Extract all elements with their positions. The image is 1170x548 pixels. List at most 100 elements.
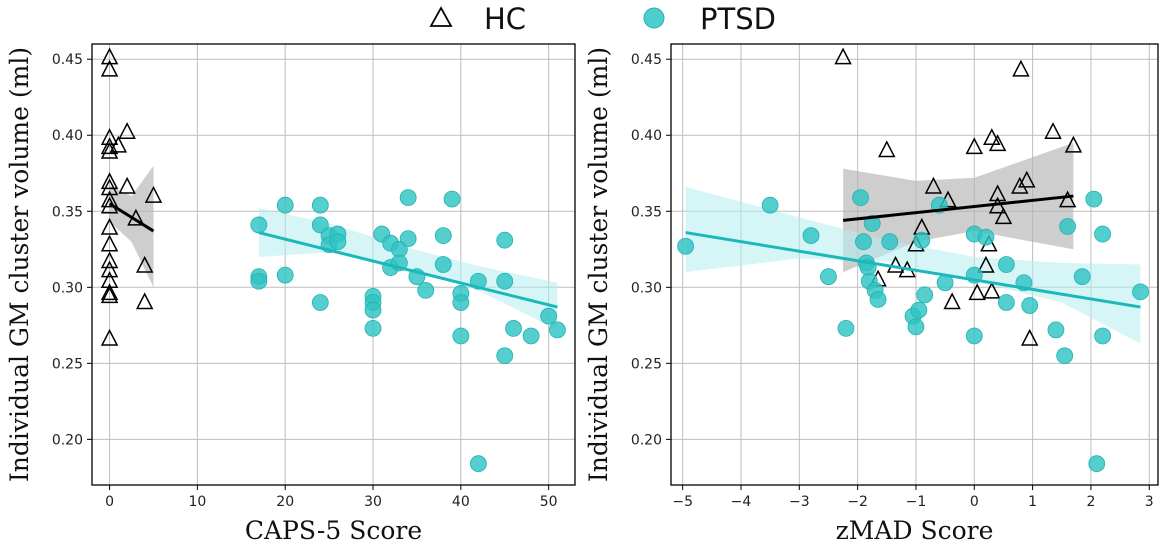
y-tick-label: 0.45	[52, 52, 83, 68]
ptsd-data-point	[250, 272, 268, 290]
right-fit-lines	[685, 194, 1141, 309]
y-tick-label: 0.40	[631, 128, 662, 144]
ptsd-data-point	[1056, 347, 1074, 365]
ptsd-regression-line	[258, 231, 558, 309]
ptsd-data-point	[916, 286, 934, 304]
ptsd-data-point	[997, 256, 1015, 273]
ptsd-data-point	[910, 301, 928, 319]
hc-data-point	[1064, 135, 1083, 153]
hc-data-point	[100, 328, 119, 346]
hc-data-point	[834, 47, 852, 65]
hc-data-point	[118, 176, 136, 194]
hc-data-point	[977, 255, 995, 273]
hc-confidence-band	[109, 165, 154, 288]
ptsd-data-point	[364, 319, 382, 337]
x-tick-label: 3	[1145, 494, 1154, 510]
hc-data-point	[100, 141, 119, 159]
right-x-axis-label: zMAD Score	[836, 516, 994, 545]
ptsd-data-point	[1085, 190, 1103, 208]
ptsd-data-point	[852, 189, 869, 206]
hc-data-point	[118, 122, 136, 139]
hc-data-point	[100, 190, 119, 208]
ptsd-data-point	[997, 294, 1015, 311]
ptsd-data-point	[496, 272, 514, 290]
x-tick-label: −3	[789, 494, 810, 510]
ptsd-data-point	[863, 215, 881, 232]
y-tick-label: 0.20	[52, 432, 83, 448]
ptsd-data-point	[452, 294, 470, 311]
x-tick-label: 2	[1086, 494, 1095, 510]
y-tick-label: 0.30	[631, 280, 662, 296]
ptsd-data-point	[522, 327, 540, 345]
hc-data-point	[1058, 190, 1077, 208]
left-y-axis-label: Individual GM cluster volume (ml)	[5, 47, 34, 482]
ptsd-legend-label: PTSD	[700, 2, 776, 36]
ptsd-data-point	[907, 318, 925, 336]
ptsd-data-point	[399, 230, 417, 248]
y-tick-label: 0.30	[52, 280, 83, 296]
right-ticks: −5 −4 −3 −2 −1 0 1 2 3 0.20 0.25 0.30 0.35 0.40 0.45	[631, 52, 1154, 510]
ptsd-data-point	[677, 237, 694, 255]
y-tick-label: 0.25	[52, 356, 83, 372]
left-points	[100, 47, 566, 473]
ptsd-data-point	[399, 189, 417, 206]
hc-legend-label: HC	[484, 2, 526, 36]
ptsd-data-point	[443, 190, 461, 208]
left-panel: 0 10 20 30 40 50 0.20 0.25 0.30 0.35 0.40 0.45 CAPS…	[5, 43, 576, 545]
hc-data-point	[100, 217, 119, 235]
x-tick-label: 10	[188, 494, 206, 510]
ptsd-data-point	[469, 455, 487, 473]
y-tick-label: 0.25	[631, 356, 662, 372]
left-fit-lines	[108, 202, 558, 309]
left-grid	[92, 44, 575, 485]
x-tick-label: −2	[847, 494, 868, 510]
hc-data-point	[100, 59, 119, 77]
x-tick-label: 0	[970, 494, 979, 510]
ptsd-data-point	[965, 327, 983, 345]
hc-data-point	[100, 251, 119, 269]
hc-data-point	[144, 185, 163, 203]
ptsd-data-point	[1073, 268, 1091, 286]
x-tick-label: 30	[364, 494, 382, 510]
hc-data-point	[924, 176, 943, 194]
ptsd-legend-marker-icon	[643, 7, 665, 29]
hc-data-point	[983, 281, 1001, 299]
ptsd-data-point	[276, 196, 294, 214]
ptsd-data-point	[496, 231, 514, 249]
hc-data-point	[943, 292, 961, 310]
ptsd-data-point	[549, 321, 566, 339]
hc-data-point	[983, 128, 1001, 146]
left-ticks: 0 10 20 30 40 50 0.20 0.25 0.30 0.35 0.40 0.45	[52, 52, 558, 510]
y-tick-label: 0.20	[631, 432, 662, 448]
hc-data-point	[109, 135, 128, 153]
hc-data-point	[886, 255, 905, 273]
ptsd-data-point	[837, 319, 855, 337]
ptsd-confidence-band	[685, 186, 1141, 344]
hc-data-point	[1044, 122, 1062, 139]
hc-data-point	[100, 172, 119, 190]
hc-data-point	[135, 292, 154, 310]
ptsd-data-point	[364, 301, 382, 319]
y-tick-label: 0.40	[52, 128, 83, 144]
hc-data-point	[100, 47, 119, 65]
hc-data-point	[100, 234, 119, 252]
hc-regression-line	[842, 194, 1074, 222]
ptsd-data-point	[452, 327, 470, 345]
hc-data-point	[100, 283, 119, 301]
hc-legend-marker-icon	[429, 6, 453, 27]
hc-data-point	[100, 260, 119, 278]
hc-data-point	[100, 286, 119, 304]
hc-data-point	[988, 134, 1007, 152]
ptsd-data-point	[977, 228, 995, 246]
y-tick-label: 0.45	[631, 52, 662, 68]
ptsd-data-point	[540, 307, 558, 325]
ptsd-data-point	[311, 294, 329, 311]
ptsd-data-point	[761, 196, 779, 214]
ptsd-data-point	[820, 268, 837, 286]
ptsd-data-point	[434, 256, 452, 273]
y-tick-label: 0.35	[631, 204, 662, 220]
ptsd-data-point	[881, 233, 899, 251]
right-y-axis-label: Individual GM cluster volume (ml)	[584, 47, 613, 482]
hc-regression-line	[108, 202, 155, 233]
